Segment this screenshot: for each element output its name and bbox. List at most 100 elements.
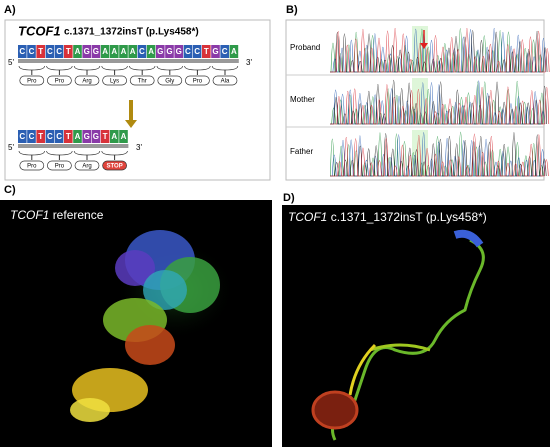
base-box	[100, 45, 110, 58]
chain	[453, 229, 484, 248]
caption: TCOF1 c.1371_1372insT (p.Lys458*)	[288, 210, 487, 224]
amino-acid: STOP	[106, 163, 122, 169]
base: C	[47, 47, 53, 56]
base: T	[66, 132, 71, 141]
base: G	[176, 47, 182, 56]
row-label: Proband	[290, 43, 320, 52]
base: A	[111, 47, 117, 56]
base-box	[174, 45, 183, 58]
base-box	[110, 130, 119, 143]
mutation-arrowhead	[420, 43, 428, 49]
base: C	[139, 47, 145, 56]
amino-acid: Gly	[165, 78, 174, 84]
base: T	[38, 47, 43, 56]
trace	[330, 30, 548, 73]
base-box	[36, 45, 45, 58]
base: A	[130, 47, 136, 56]
amino-acid-pill	[74, 75, 100, 86]
gene-name: TCOF1	[18, 23, 61, 38]
base: C	[185, 47, 191, 56]
highlight	[412, 78, 428, 124]
base-box	[211, 45, 220, 58]
amino-acid-pill	[47, 75, 72, 86]
base: G	[166, 47, 172, 56]
base: C	[19, 47, 25, 56]
amino-acid: Pro	[55, 78, 65, 84]
base: C	[29, 47, 35, 56]
base: A	[121, 47, 127, 56]
base-box	[146, 45, 156, 58]
base-box	[18, 130, 27, 143]
domain	[115, 250, 155, 286]
gene-name: TCOF1	[10, 208, 49, 222]
base-box	[110, 45, 119, 58]
base: C	[19, 132, 25, 141]
panel-label: B)	[286, 4, 298, 16]
panel-label: D)	[283, 192, 295, 204]
trace	[330, 28, 550, 73]
base: A	[75, 47, 81, 56]
base-box	[18, 45, 27, 58]
base-box	[91, 130, 101, 143]
trace	[330, 80, 547, 125]
amino-acid-pill	[102, 160, 127, 171]
amino-acid: Pro	[55, 163, 65, 169]
base-box	[137, 45, 147, 58]
arrowhead	[125, 120, 137, 128]
amino-acid: Arg	[82, 78, 91, 84]
amino-acid: Pro	[193, 78, 203, 84]
base: C	[222, 47, 228, 56]
five-prime: 5'	[8, 143, 14, 152]
panel-b: Proband Mother Father	[286, 26, 550, 177]
base-box	[119, 130, 128, 143]
base-box	[36, 130, 45, 143]
base-box	[64, 45, 73, 58]
amino-acid-pill	[157, 75, 183, 86]
base-box	[91, 45, 101, 58]
base: C	[29, 132, 35, 141]
base: A	[148, 47, 154, 56]
row-label: Mother	[290, 95, 315, 104]
amino-acid-pill	[129, 75, 155, 86]
domain	[311, 390, 359, 430]
base: G	[93, 132, 99, 141]
base-box	[64, 130, 73, 143]
amino-acid: Lys	[110, 78, 119, 84]
strand	[18, 59, 239, 63]
base: A	[111, 132, 117, 141]
base: G	[93, 47, 99, 56]
panel-a-frame	[4, 19, 271, 181]
amino-acid-pill	[102, 75, 127, 86]
base-box	[54, 45, 64, 58]
base: A	[75, 132, 81, 141]
caption: TCOF1 reference	[10, 208, 104, 222]
chain	[369, 343, 431, 352]
base: A	[102, 47, 108, 56]
base: T	[103, 132, 108, 141]
five-prime: 5'	[8, 58, 14, 67]
domain	[125, 325, 175, 365]
base: T	[204, 47, 209, 56]
base-box	[45, 130, 55, 143]
amino-acid-pill	[74, 160, 100, 171]
base: G	[212, 47, 218, 56]
amino-acid-pill	[47, 160, 72, 171]
trace	[330, 132, 544, 177]
amino-acid-pill	[212, 75, 238, 86]
base-box	[202, 45, 211, 58]
amino-acid: Thr	[138, 78, 147, 84]
base-box	[73, 130, 82, 143]
panel-label: A)	[4, 4, 16, 16]
amino-acid: Arg	[82, 163, 91, 169]
amino-acid-pill	[185, 75, 210, 86]
base-box	[82, 130, 91, 143]
domain	[143, 270, 187, 310]
base-box	[100, 130, 110, 143]
base-box	[27, 130, 36, 143]
protein-structure	[70, 230, 235, 422]
gene-name: TCOF1	[288, 210, 327, 224]
base: A	[121, 132, 127, 141]
base: A	[231, 47, 237, 56]
